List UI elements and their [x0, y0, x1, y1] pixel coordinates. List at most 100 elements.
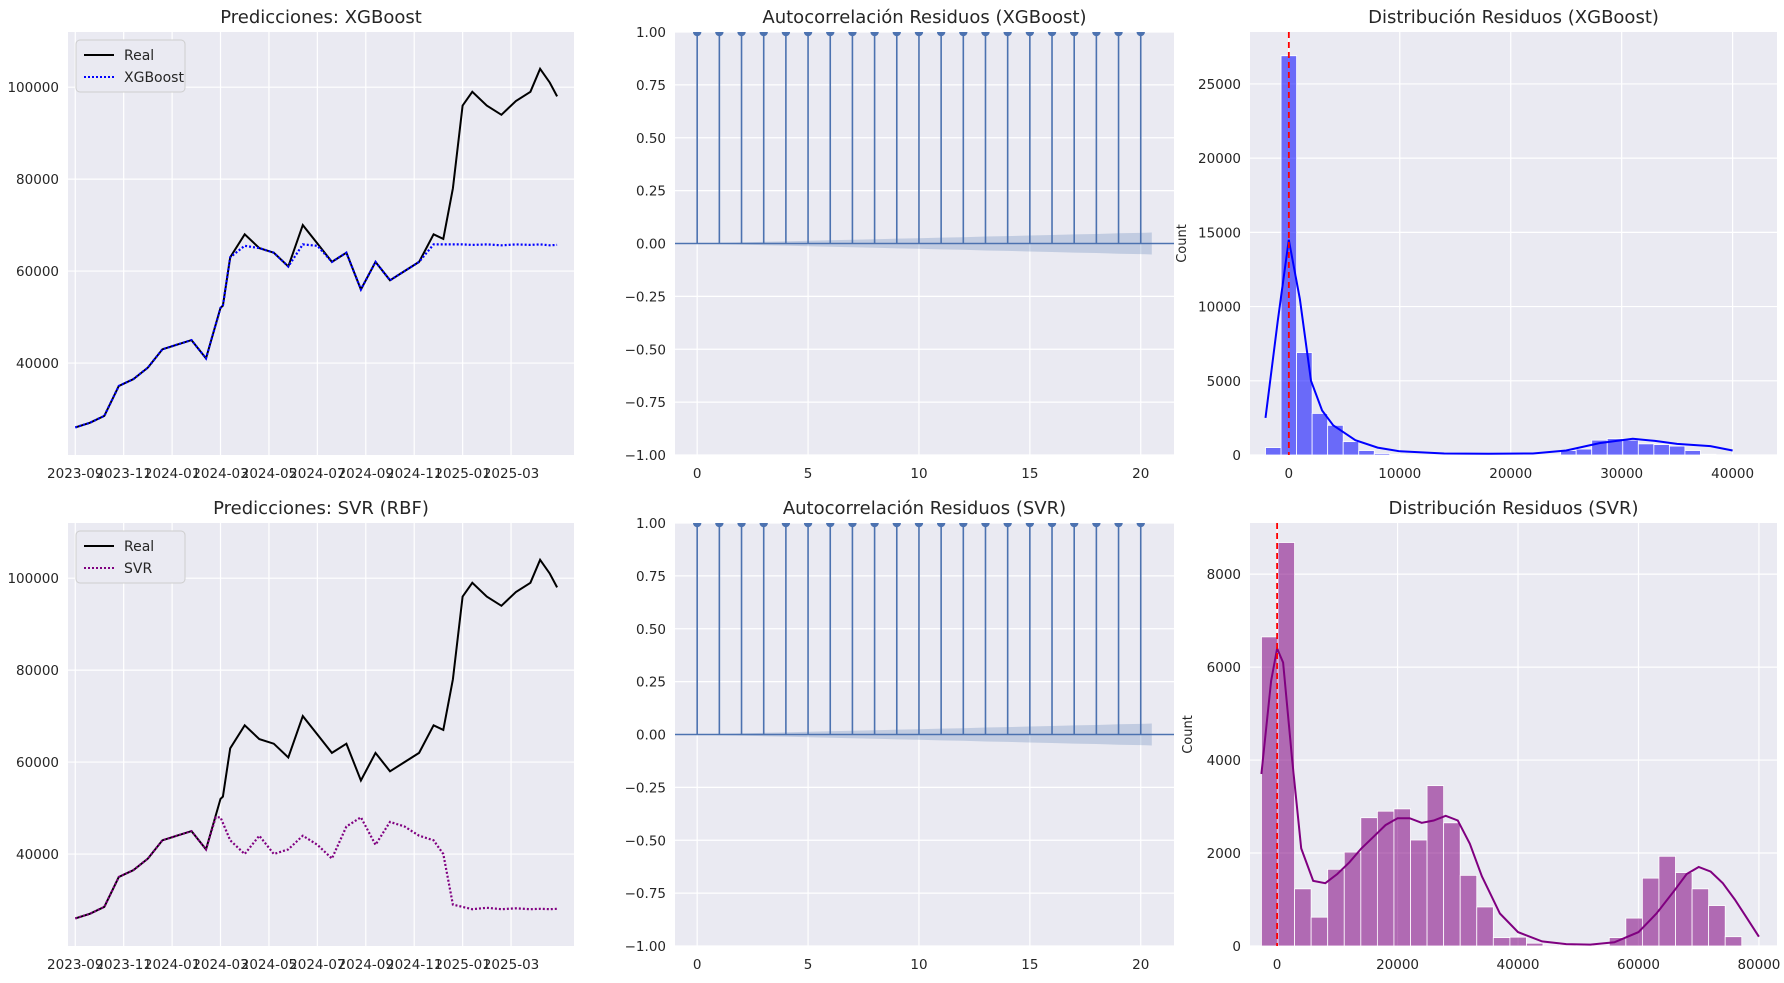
histogram-bar [1691, 888, 1710, 946]
y-tick-label: −0.75 [625, 395, 666, 411]
histogram-bar [1476, 906, 1494, 946]
y-tick-label: −1.00 [625, 448, 666, 464]
plot-background [1250, 32, 1777, 455]
x-tick-label: 20 [1132, 957, 1149, 973]
y-tick-label: 100000 [7, 571, 59, 587]
acf-marker [715, 523, 724, 528]
histogram-bar [1296, 352, 1313, 455]
acf-marker [826, 32, 835, 37]
plot-area [74, 557, 558, 920]
acf-marker [1114, 32, 1123, 37]
x-tick-label: 2024-05 [241, 957, 297, 973]
y-tick-label: −0.25 [625, 289, 666, 305]
histogram-bar [1327, 868, 1345, 946]
y-tick-label: 8000 [1207, 567, 1241, 583]
chart-title: Predicciones: SVR (RBF) [213, 498, 429, 519]
x-tick-label: 2024-03 [192, 957, 248, 973]
histogram-bar [1311, 413, 1329, 455]
x-tick-label: 2024-11 [386, 466, 442, 482]
histogram-bar [1637, 443, 1655, 455]
acf-marker [759, 523, 768, 528]
x-tick-label: 2024-05 [241, 466, 297, 482]
series-line-svr [74, 815, 558, 920]
acf-marker [892, 32, 901, 37]
acf-marker [1136, 523, 1145, 528]
y-tick-label: 5000 [1207, 374, 1241, 390]
histogram-bar [1575, 448, 1593, 455]
y-tick-label: 100000 [7, 80, 59, 96]
histogram-bar [1724, 936, 1743, 946]
y-axis-label: Count [1175, 224, 1190, 263]
acf-marker [870, 32, 879, 37]
y-tick-label: 6000 [1207, 660, 1241, 676]
histogram-bar [1265, 447, 1282, 455]
acf-marker [737, 523, 746, 528]
y-tick-label: 0.50 [636, 622, 666, 638]
x-tick-label: 2024-09 [338, 957, 394, 973]
y-tick-label: −0.25 [625, 780, 666, 796]
y-tick-label: 0 [1232, 939, 1241, 955]
y-axis-label: Count [1181, 715, 1196, 754]
y-tick-label: 0.00 [636, 728, 666, 744]
chart-title: Distribución Residuos (SVR) [1389, 498, 1639, 519]
acf-marker [803, 32, 813, 37]
chart-title: Autocorrelación Residuos (SVR) [783, 498, 1066, 519]
acf-marker [1025, 32, 1035, 37]
histogram-bar [1492, 937, 1511, 946]
pred_xgb-panel: Predicciones: XGBoost 40000 60000 80000 1000… [7, 7, 574, 482]
x-tick-label: 15 [1021, 466, 1038, 482]
histogram-bar [1261, 636, 1279, 946]
x-tick-label: 2025-03 [483, 466, 539, 482]
x-tick-label: 2023-09 [47, 466, 103, 482]
histogram-bar [1708, 905, 1726, 946]
histogram-bar [1675, 872, 1693, 946]
series-line-xgboost [74, 243, 558, 429]
histogram-bar [1592, 944, 1610, 946]
x-tick-label: 2025-01 [434, 466, 490, 482]
acf-marker [1025, 523, 1035, 528]
x-tick-label: 0 [693, 957, 702, 973]
y-tick-label: −1.00 [625, 939, 666, 955]
y-tick-label: 0.75 [636, 78, 666, 94]
y-tick-label: 0.25 [636, 675, 666, 691]
plot-area [1260, 523, 1760, 946]
x-tick-label: 5 [804, 466, 813, 482]
pred_svr-panel: Predicciones: SVR (RBF) 40000 60000 80000 10… [7, 498, 574, 973]
legend-label: Real [124, 48, 154, 64]
legend: Real SVR [75, 530, 186, 584]
histogram-bar [1653, 444, 1670, 455]
acf-marker [1047, 32, 1057, 37]
histogram-bar [1459, 874, 1478, 946]
x-tick-label: 2023-11 [95, 957, 151, 973]
acf-marker [1003, 32, 1012, 37]
plot-area [74, 66, 558, 429]
x-tick-label: 10 [910, 957, 927, 973]
y-tick-label: 2000 [1207, 846, 1241, 862]
acf-marker [959, 523, 968, 528]
y-tick-label: 25000 [1198, 77, 1241, 93]
y-tick-label: −0.50 [625, 342, 666, 358]
y-tick-label: 0.50 [636, 131, 666, 147]
acf-marker [981, 523, 990, 528]
legend-label: Real [124, 539, 154, 555]
acf-marker [1092, 523, 1101, 528]
histogram-bar [1684, 450, 1701, 455]
x-tick-label: 15 [1021, 957, 1038, 973]
x-tick-label: 0 [1273, 957, 1282, 973]
y-tick-label: 60000 [16, 755, 59, 771]
x-tick-label: 2024-11 [386, 957, 442, 973]
x-tick-label: 2025-03 [483, 957, 539, 973]
y-tick-label: 1.00 [636, 516, 666, 532]
acf-marker [1092, 32, 1101, 37]
acf-marker [781, 523, 791, 528]
acf-marker [914, 32, 924, 37]
chart-title: Predicciones: XGBoost [220, 7, 422, 28]
y-tick-label: 0 [1232, 448, 1241, 464]
acf-marker [1114, 523, 1123, 528]
x-tick-label: 10 [910, 466, 927, 482]
acf-marker [848, 32, 857, 37]
plot-background [68, 523, 574, 946]
x-tick-label: 40000 [1497, 957, 1540, 973]
acf-marker [848, 523, 857, 528]
y-tick-label: 80000 [16, 663, 59, 679]
